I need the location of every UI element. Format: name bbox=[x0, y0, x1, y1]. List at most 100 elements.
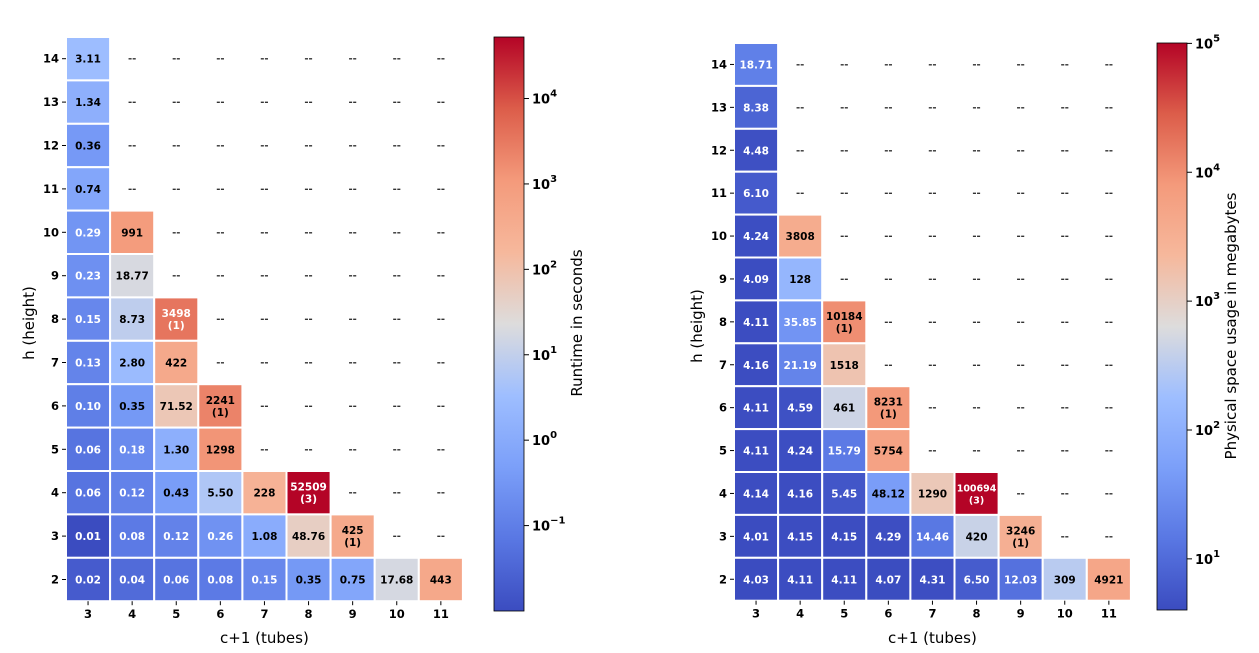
y-tick-label: 5 bbox=[51, 442, 59, 456]
empty-cell-label: -- bbox=[437, 227, 445, 238]
x-tick-label: 7 bbox=[928, 607, 936, 621]
cell-value-label: 0.15 bbox=[75, 314, 101, 326]
cell-value-label: 461 bbox=[833, 403, 855, 415]
empty-cell-label: -- bbox=[1061, 274, 1069, 285]
heatmap-cell bbox=[865, 385, 912, 431]
empty-cell-label: -- bbox=[172, 97, 180, 108]
cell-value-label: 0.35 bbox=[296, 575, 322, 587]
colorbar-tick-label: 103 bbox=[532, 174, 557, 193]
heatmap-cell bbox=[997, 513, 1044, 559]
cell-value-label: 0.13 bbox=[75, 358, 101, 370]
cell-value-label: 0.18 bbox=[119, 444, 145, 456]
cell-value-label: 4.59 bbox=[787, 403, 813, 415]
empty-cell-label: -- bbox=[972, 317, 980, 328]
empty-cell-label: -- bbox=[348, 227, 356, 238]
empty-cell-label: -- bbox=[1016, 446, 1024, 457]
empty-cell-label: -- bbox=[304, 227, 312, 238]
empty-cell-label: -- bbox=[1016, 274, 1024, 285]
y-tick-label: 13 bbox=[43, 95, 59, 109]
cell-value-label: 4.24 bbox=[743, 231, 769, 243]
x-axis-label: c+1 (tubes) bbox=[888, 629, 977, 647]
colorbar-label: Runtime in seconds bbox=[568, 249, 586, 396]
cell-value-label: 5.50 bbox=[207, 488, 233, 500]
heatmap-cell bbox=[733, 385, 780, 431]
empty-cell-label: -- bbox=[840, 59, 848, 70]
cell-value-label: 6.50 bbox=[964, 574, 990, 586]
heatmap-cell bbox=[777, 213, 824, 259]
empty-cell-label: -- bbox=[437, 358, 445, 369]
cell-value-label: 0.04 bbox=[119, 575, 145, 587]
empty-cell-label: -- bbox=[260, 314, 268, 325]
x-tick-label: 7 bbox=[260, 607, 268, 621]
heatmap-cell bbox=[153, 296, 200, 342]
x-tick-label: 5 bbox=[840, 607, 848, 621]
empty-cell-label: -- bbox=[1105, 488, 1113, 499]
empty-cell-label: -- bbox=[1016, 102, 1024, 113]
empty-cell-label: -- bbox=[348, 358, 356, 369]
y-tick-label: 14 bbox=[711, 57, 727, 71]
cell-value-label: 0.12 bbox=[163, 531, 189, 543]
empty-cell-label: -- bbox=[1016, 145, 1024, 156]
cell-value-label: 4921 bbox=[1094, 574, 1123, 586]
colorbar-tick-label: 102 bbox=[532, 259, 557, 278]
empty-cell-label: -- bbox=[348, 314, 356, 325]
heatmap-cell bbox=[153, 339, 200, 386]
empty-cell-label: -- bbox=[1105, 274, 1113, 285]
cell-value-label: 3246 bbox=[1006, 525, 1035, 537]
empty-cell-label: -- bbox=[972, 145, 980, 156]
x-tick-label: 3 bbox=[752, 607, 760, 621]
empty-cell-label: -- bbox=[437, 531, 445, 542]
empty-cell-label: -- bbox=[216, 184, 224, 195]
y-tick-label: 4 bbox=[719, 486, 727, 500]
empty-cell-label: -- bbox=[928, 317, 936, 328]
empty-cell-label: -- bbox=[928, 360, 936, 371]
empty-cell-label: -- bbox=[840, 145, 848, 156]
cell-value-label: 4.29 bbox=[875, 531, 901, 543]
empty-cell-label: -- bbox=[393, 401, 401, 412]
cell-value-label: 2241 bbox=[206, 395, 235, 407]
empty-cell-label: -- bbox=[928, 145, 936, 156]
cell-value-label: 443 bbox=[430, 575, 452, 587]
cell-value-label: 4.11 bbox=[743, 403, 769, 415]
cell-value-label: 4.48 bbox=[743, 145, 769, 157]
y-tick-label: 10 bbox=[711, 229, 727, 243]
heatmap-cell bbox=[197, 426, 244, 473]
empty-cell-label: -- bbox=[1061, 360, 1069, 371]
cell-value-label: 0.06 bbox=[75, 444, 101, 456]
empty-cell-label: -- bbox=[840, 102, 848, 113]
empty-cell-label: -- bbox=[393, 54, 401, 65]
empty-cell-label: -- bbox=[437, 314, 445, 325]
cell-value-label: 0.35 bbox=[119, 401, 145, 413]
cell-value-label: 3498 bbox=[162, 308, 191, 320]
cell-value-label: 4.11 bbox=[831, 574, 857, 586]
empty-cell-label: -- bbox=[172, 54, 180, 65]
cell-value-label: 21.19 bbox=[784, 360, 817, 372]
cell-value-label: 5754 bbox=[874, 446, 903, 458]
cell-value-label: 48.12 bbox=[872, 488, 905, 500]
cell-value-label: 18.71 bbox=[739, 59, 772, 71]
heatmap-cell bbox=[909, 556, 956, 602]
empty-cell-label: -- bbox=[928, 231, 936, 242]
heatmap-cell bbox=[1085, 556, 1132, 602]
x-tick-label: 11 bbox=[1101, 607, 1117, 621]
empty-cell-label: -- bbox=[304, 184, 312, 195]
cell-value-label: 991 bbox=[121, 227, 143, 239]
heatmap-cell bbox=[241, 556, 288, 603]
y-tick-label: 2 bbox=[51, 573, 59, 587]
empty-cell-label: -- bbox=[1016, 59, 1024, 70]
empty-cell-label: -- bbox=[884, 317, 892, 328]
cell-value-label: 0.36 bbox=[75, 141, 101, 153]
x-tick-label: 4 bbox=[128, 607, 136, 621]
y-tick-label: 8 bbox=[51, 312, 59, 326]
empty-cell-label: -- bbox=[304, 271, 312, 282]
empty-cell-label: -- bbox=[393, 184, 401, 195]
colorbar-tick-label: 100 bbox=[532, 430, 557, 449]
y-tick-label: 9 bbox=[719, 272, 727, 286]
cell-value-label: 8231 bbox=[874, 397, 903, 409]
empty-cell-label: -- bbox=[304, 141, 312, 152]
empty-cell-label: -- bbox=[972, 102, 980, 113]
y-axis-label: h (height) bbox=[688, 289, 706, 363]
empty-cell-label: -- bbox=[348, 488, 356, 499]
cell-value-label: 0.29 bbox=[75, 227, 101, 239]
colorbar-tick-label: 105 bbox=[1195, 33, 1220, 52]
